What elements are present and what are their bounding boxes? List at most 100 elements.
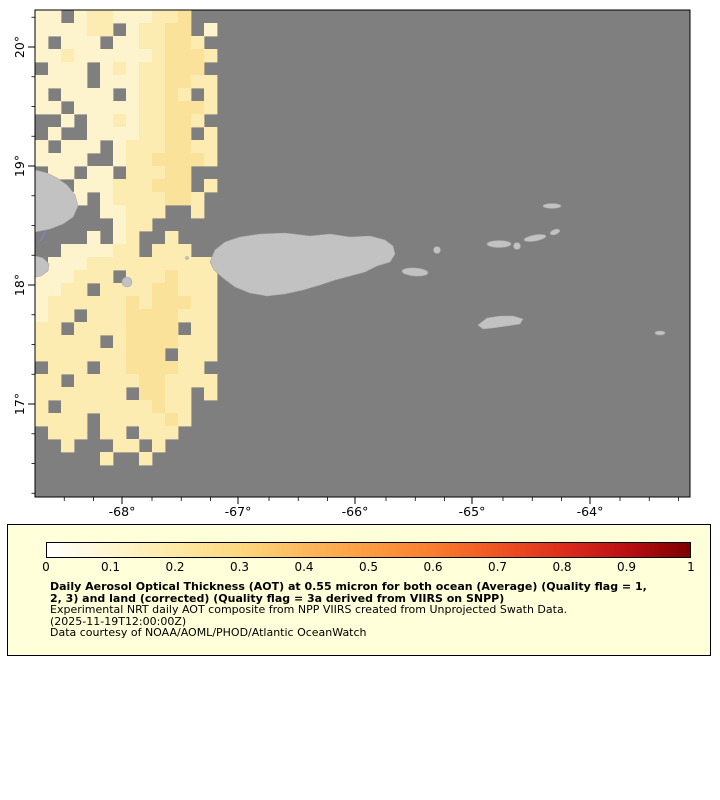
colorbar [46,542,691,558]
aot-cell [100,413,114,427]
aot-cell [152,88,166,102]
vieques-island [401,267,429,277]
legend-title-line2: 2, 3) and land (corrected) (Quality flag… [50,591,505,605]
aot-cell [100,23,114,37]
aot-cell [165,283,179,297]
aot-cell [87,166,101,180]
aot-cell [100,75,114,89]
colorbar-tick-label: 0 [42,560,50,574]
aot-cell [61,244,75,258]
aot-cell [126,231,140,245]
aot-cell [126,205,140,219]
aot-cell [74,88,88,102]
aot-cell [152,75,166,89]
aot-cell [48,62,62,76]
aot-cell [100,374,114,388]
aot-cell [204,127,218,141]
aot-cell [87,387,101,401]
aot-cell [165,231,179,245]
aot-cell [152,10,166,24]
aot-cell [61,257,75,271]
aot-cell [191,62,205,76]
aot-cell [61,400,75,414]
colorbar-scale: 0 0.1 0.2 0.3 0.4 0.5 0.6 0.7 0.8 0.9 1 [42,560,695,575]
aot-cell [178,283,192,297]
aot-cell [61,361,75,375]
aot-cell [113,114,127,128]
aot-cell [87,296,101,310]
aot-cell [61,153,75,167]
colorbar-tick-label: 0.6 [423,560,443,574]
aot-cell [139,114,153,128]
aot-cell [126,127,140,141]
st-john-island [513,242,521,250]
aot-cell [87,400,101,414]
map-border [34,9,691,498]
aot-cell [204,88,218,102]
aot-cell [74,75,88,89]
aot-cell [139,49,153,63]
aot-cell [74,36,88,50]
aot-cell [35,322,49,336]
aot-cell [74,400,88,414]
aot-cell [191,114,205,128]
aot-cell [113,153,127,167]
aot-cell [48,49,62,63]
aot-cell [87,49,101,63]
aot-cell [204,101,218,115]
aot-cell [126,140,140,154]
virgin-gorda-island [549,228,561,236]
aot-cell [126,361,140,375]
aot-cell [191,36,205,50]
legend-panel: 0 0.1 0.2 0.3 0.4 0.5 0.6 0.7 0.8 0.9 1 Daily Aero… [7,524,711,656]
aot-cell [35,23,49,37]
aot-cell [165,426,179,440]
aot-cell [165,23,179,37]
aot-cell [126,244,140,258]
aot-cell [165,49,179,63]
aot-cell [74,322,88,336]
aot-cell [152,36,166,50]
aot-cell [178,101,192,115]
aot-cell [165,101,179,115]
legend-subtitle: Experimental NRT daily AOT composite fro… [50,603,568,617]
aot-cell [152,205,166,219]
aot-cell [61,36,75,50]
aot-cell [126,88,140,102]
aot-cell [113,400,127,414]
aot-cell [178,192,192,206]
aot-cell [152,374,166,388]
aot-cell [139,387,153,401]
aot-cell [87,179,101,193]
aot-cell [113,257,127,271]
aot-cell [165,36,179,50]
aot-cell [100,257,114,271]
aot-cell [126,75,140,89]
aot-cell [165,361,179,375]
aot-cell [204,179,218,193]
aot-cell [165,88,179,102]
aot-cell [87,270,101,284]
aot-cell [152,49,166,63]
aot-cell [126,114,140,128]
aot-cell [126,257,140,271]
st-croix-island [477,315,524,330]
aot-cell [113,361,127,375]
colorbar-tick-label: 0.3 [229,560,250,574]
aot-cell [152,361,166,375]
aot-data-layer [35,10,218,466]
aot-cell [139,36,153,50]
aot-cell [100,322,114,336]
aot-cell [126,413,140,427]
aot-cell [191,101,205,115]
aot-cell [126,179,140,193]
aot-cell [178,36,192,50]
aot-cell [100,400,114,414]
aot-cell [178,140,192,154]
aot-cell [48,335,62,349]
aot-cell [204,322,218,336]
aot-cell [61,140,75,154]
aot-cell [139,270,153,284]
aot-cell [165,374,179,388]
aot-cell [139,257,153,271]
